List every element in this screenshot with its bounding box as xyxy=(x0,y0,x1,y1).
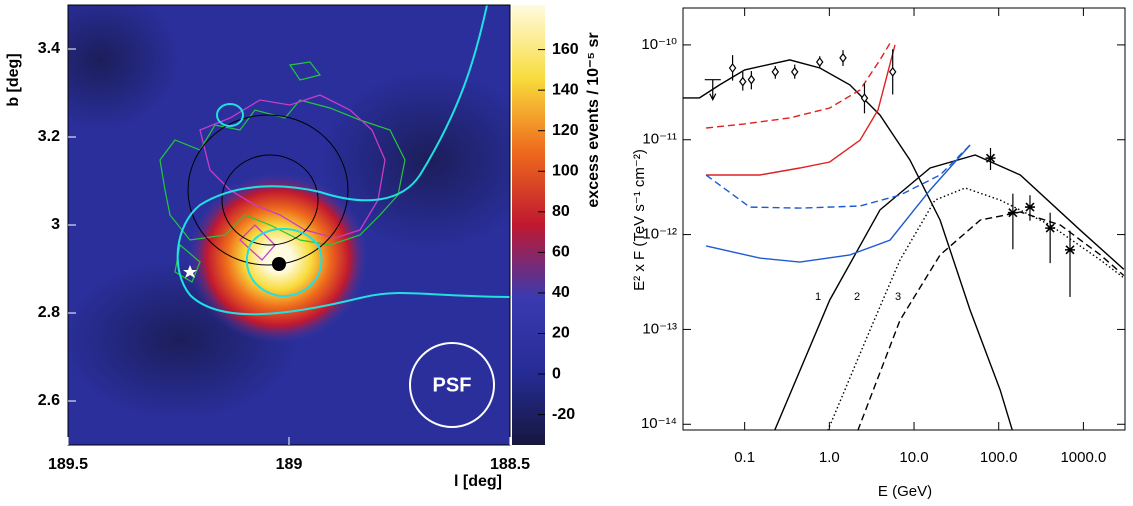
colorbar-tick-label: 100 xyxy=(552,162,579,179)
source-position xyxy=(272,257,286,271)
y-tick-label: 3.4 xyxy=(38,40,60,57)
cyan-contour xyxy=(216,103,244,127)
y-tick-label: 10⁻¹³ xyxy=(642,320,677,337)
sky-map: PSF xyxy=(68,5,510,445)
data-point xyxy=(771,66,780,77)
data-point xyxy=(860,93,869,104)
data-point xyxy=(1007,208,1018,218)
model-curve xyxy=(706,44,896,176)
model-curve xyxy=(706,39,893,129)
model-curve xyxy=(683,59,1013,430)
colorbar-tick-label: 0 xyxy=(552,365,561,382)
x-axis-label: l [deg] xyxy=(454,473,502,490)
colorbar-tick-label: 140 xyxy=(552,81,579,98)
data-point xyxy=(1065,245,1076,255)
cyan-contour xyxy=(245,227,323,298)
colorbar-label: excess events / 10⁻⁵ sr xyxy=(585,32,602,207)
y-tick-label: 3.2 xyxy=(38,128,60,145)
data-point xyxy=(888,66,897,77)
x-tick-label: 10.0 xyxy=(899,449,928,466)
x-tick-label: 189.5 xyxy=(48,456,88,473)
data-point xyxy=(790,66,799,77)
star-marker xyxy=(183,265,197,278)
y-tick-label: 3 xyxy=(51,216,60,233)
y-tick-label: 10⁻¹⁰ xyxy=(641,36,677,53)
y-tick-label: 10⁻¹² xyxy=(642,226,677,243)
map-shade xyxy=(320,70,510,250)
upper-limit xyxy=(704,79,721,102)
y-tick-label: 2.8 xyxy=(38,304,60,321)
y-tick-label: 10⁻¹⁴ xyxy=(641,415,677,432)
data-point xyxy=(747,74,756,85)
curve-label: 2 xyxy=(854,291,860,303)
colorbar-tick-label: 40 xyxy=(552,284,570,301)
black-contour xyxy=(187,114,349,266)
x-tick-label: 188.5 xyxy=(490,456,530,473)
data-point xyxy=(1024,202,1035,212)
data-point xyxy=(839,52,847,63)
model-curve xyxy=(827,187,1125,430)
model-curve xyxy=(705,144,971,209)
data-point xyxy=(728,63,737,74)
psf-label: PSF xyxy=(433,374,472,396)
colorbar xyxy=(512,5,545,445)
sed-plot xyxy=(683,39,1125,430)
data-point xyxy=(815,57,824,68)
map-shade xyxy=(68,5,180,130)
data-point xyxy=(739,76,747,87)
x-tick-label: 0.1 xyxy=(734,449,755,466)
curve-label: 3 xyxy=(895,291,901,303)
data-point xyxy=(1045,223,1056,233)
y-axis-label: E² x F (TeV s⁻¹ cm⁻²) xyxy=(631,149,648,291)
green-contour xyxy=(159,61,406,283)
x-tick-label: 189 xyxy=(276,456,303,473)
y-tick-label: 10⁻¹¹ xyxy=(642,131,677,148)
data-point xyxy=(985,153,996,163)
x-tick-label: 1.0 xyxy=(819,449,840,466)
colorbar-tick-label: 160 xyxy=(552,41,579,58)
colorbar-tick-label: 60 xyxy=(552,244,570,261)
curve-label: 1 xyxy=(815,291,821,303)
x-tick-label: 100.0 xyxy=(980,449,1018,466)
colorbar-tick-label: -20 xyxy=(552,406,575,423)
black-contour xyxy=(221,154,319,246)
x-axis-label: E (GeV) xyxy=(878,483,932,500)
colorbar-tick-label: 20 xyxy=(552,325,570,342)
sed-frame xyxy=(682,7,1126,431)
model-curve xyxy=(774,154,1125,430)
psf-circle xyxy=(409,342,495,428)
cyan-contour xyxy=(176,5,510,316)
y-tick-label: 2.6 xyxy=(38,392,60,409)
colorbar-tick-label: 120 xyxy=(552,122,579,139)
colorbar-tick-label: 80 xyxy=(552,203,570,220)
x-tick-label: 1000.0 xyxy=(1060,449,1106,466)
model-curve xyxy=(705,144,971,263)
model-curve xyxy=(857,211,1125,430)
y-axis-label: b [deg] xyxy=(5,53,22,106)
